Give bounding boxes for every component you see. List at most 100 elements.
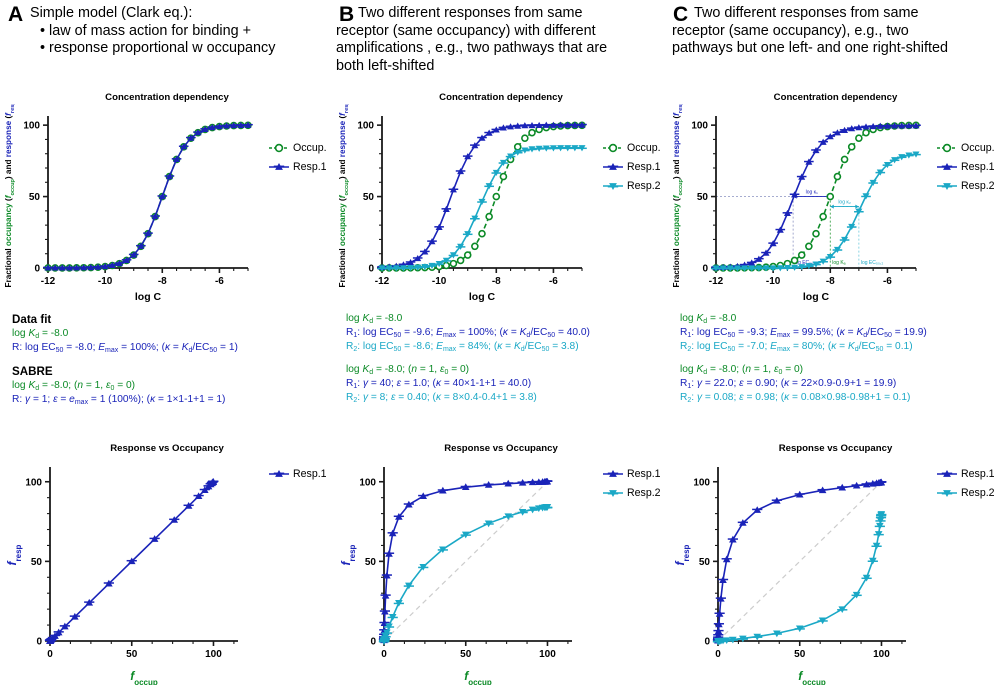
parameter-line: R2: γ = 8; ε = 0.40; (κ = 8×0.4-0.4+1 = … (346, 392, 537, 405)
svg-text:Fractional occupancy (foccup): Fractional occupancy (foccup) and respon… (672, 104, 684, 287)
chart-legend: Resp.1 (268, 464, 327, 483)
parameter-line: R1: γ = 22.0; ε = 0.90; (κ = 22×0.9-0.9+… (680, 378, 897, 391)
y-tick-label: 0 (704, 637, 710, 648)
y-tick-label: 0 (36, 637, 42, 648)
svg-text:Fractional occupancy (foccup): Fractional occupancy (foccup) and respon… (4, 104, 16, 287)
chart-legend: Resp.1 Resp.2 (602, 464, 661, 502)
panel-a-heading-line-2: • law of mass action for binding + (40, 22, 252, 39)
legend-up-triangle-icon (268, 467, 290, 481)
y-tick-label: 100 (693, 477, 710, 488)
legend-item[interactable]: Occup. (602, 138, 661, 157)
legend-item[interactable]: Resp.2 (936, 176, 995, 195)
parameter-line: log Kd = -8.0 (12, 328, 69, 341)
panel-c-top-chart-title: Concentration dependency (773, 92, 898, 103)
x-tick-label: -8 (158, 276, 167, 287)
x-axis-label: foccup (464, 669, 492, 685)
parameter-section-header: Data fit (12, 313, 52, 326)
legend-up-triangle-icon (602, 467, 624, 481)
legend-item[interactable]: Resp.2 (936, 483, 995, 502)
panel-c: C Two different responses from same rece… (668, 0, 1003, 690)
legend-item[interactable]: Occup. (936, 138, 995, 157)
axes (383, 467, 572, 642)
series-resp2 (377, 145, 587, 272)
panel-b-letter: B (339, 3, 355, 26)
series-occup (378, 121, 586, 272)
legend-label: Resp.1 (961, 467, 995, 480)
legend-item[interactable]: Resp.1 (268, 157, 327, 176)
legend-label: Occup. (293, 141, 327, 154)
panel-b-heading-line-1: Two different responses from same (358, 5, 583, 21)
parameter-line: R2: log EC50 = -8.6; Emax = 84%; (κ = Kd… (346, 341, 579, 354)
parameter-line: log Kd = -8.0 (680, 313, 737, 325)
chart-legend: Occup. Resp.1 Resp.2 (936, 138, 995, 195)
legend-item[interactable]: Resp.1 (602, 464, 661, 483)
identity-reference-line (717, 481, 882, 642)
parameter-gap (12, 355, 238, 364)
x-tick-label: 100 (539, 649, 556, 660)
chart-response-vs-occupancy-b: 0 50 100 0 50 100 foccup fresp (334, 455, 592, 685)
y-axis-label: Fractional occupancy (foccup) and respon… (4, 104, 16, 287)
panel-c-heading-line-1: Two different responses from same (694, 5, 919, 21)
legend-item[interactable]: Resp.1 (936, 157, 995, 176)
x-tick-label: 0 (715, 649, 721, 660)
legend-item[interactable]: Resp.1 (936, 464, 995, 483)
panel-a-parameters: Data fit log Kd = -8.0 R: log EC50 = -8.0;… (12, 312, 238, 408)
x-axis-label: log C (135, 291, 162, 303)
legend-open-circle-icon (268, 141, 290, 155)
legend-item[interactable]: Resp.1 (602, 157, 661, 176)
parameter-section-header: SABRE (12, 365, 53, 379)
y-tick-label: 0 (34, 264, 40, 275)
parameter-line: R1: log EC50 = -9.6; Emax = 100%; (κ = K… (346, 327, 590, 340)
parameter-line: log Kd = -8.0; (n = 1, ε0 = 0) (346, 364, 470, 377)
legend-item[interactable]: Occup. (268, 138, 327, 157)
panel-a-heading-line-1: Simple model (Clark eq.): (30, 5, 193, 21)
x-tick-label: 100 (205, 649, 222, 660)
legend-label: Resp.2 (961, 486, 995, 499)
chart-concentration-dependency-a: -12 -10 -8 -6 0 50 100 Fractional occupancy (fo… (0, 104, 260, 304)
series-resp2 (378, 504, 553, 645)
legend-down-triangle-icon (602, 179, 624, 193)
svg-text:foccup: foccup (464, 669, 492, 685)
axes (47, 116, 248, 269)
legend-label: Occup. (627, 141, 661, 154)
chart-concentration-dependency-c: log κ₁ log κ₂ log EC₅₀,₁ log Kₐ log EC₅₀,₂ -1… (668, 104, 928, 304)
y-tick-label: 0 (368, 264, 374, 275)
x-tick-label: -10 (766, 276, 781, 287)
parameter-line: log Kd = -8.0; (n = 1, ε0 = 0) (680, 364, 804, 377)
x-axis-label: foccup (798, 669, 826, 685)
legend-label: Resp.1 (627, 467, 661, 480)
x-tick-label: -6 (215, 276, 224, 287)
panel-a-letter: A (8, 3, 24, 26)
svg-text:fresp: fresp (673, 544, 691, 565)
legend-up-triangle-icon (268, 160, 290, 174)
legend-item[interactable]: Resp.2 (602, 483, 661, 502)
parameter-line: R2: γ = 0.08; ε = 0.98; (κ = 0.08×0.98-0… (680, 392, 911, 405)
x-tick-label: -8 (826, 276, 835, 287)
legend-down-triangle-icon (936, 486, 958, 500)
chart-legend: Resp.1 Resp.2 (936, 464, 995, 502)
parameter-line: log Kd = -8.0 (346, 313, 403, 325)
panel-b: B Two different responses from same rece… (334, 0, 668, 690)
series-resp1 (711, 122, 921, 271)
y-tick-label: 50 (697, 192, 709, 203)
panel-b-bottom-chart-title: Response vs Occupancy (444, 443, 558, 454)
annotation-label: log EC₅₀,₂ (861, 260, 883, 266)
panel-a-heading-line-3: • response proportional w occupancy (40, 40, 276, 57)
panel-c-heading-line-3: pathways but one left- and one right-shi… (672, 40, 948, 57)
chart-concentration-dependency-b: -12 -10 -8 -6 0 50 100 Fractional occupancy (fo… (334, 104, 594, 304)
parameter-line: R1: γ = 40; ε = 1.0; (κ = 40×1-1+1 = 40.… (346, 378, 532, 391)
y-tick-label: 0 (370, 637, 376, 648)
legend-label: Resp.1 (293, 160, 327, 173)
parameter-line: R: log EC50 = -8.0; Emax = 100%; (κ = Kd… (12, 342, 238, 355)
legend-item[interactable]: Resp.2 (602, 176, 661, 195)
legend-up-triangle-icon (936, 467, 958, 481)
series-resp1 (377, 121, 587, 270)
svg-text:Fractional occupancy (foccup): Fractional occupancy (foccup) and respon… (338, 104, 350, 287)
svg-text:fresp: fresp (5, 544, 23, 565)
legend-item[interactable]: Resp.1 (268, 464, 327, 483)
series-occup (44, 121, 252, 272)
x-tick-label: 0 (47, 649, 53, 660)
series-resp2 (712, 511, 887, 645)
panel-b-top-chart-title: Concentration dependency (439, 92, 563, 103)
axis-ticks: 0 50 100 0 50 100 (693, 477, 903, 660)
